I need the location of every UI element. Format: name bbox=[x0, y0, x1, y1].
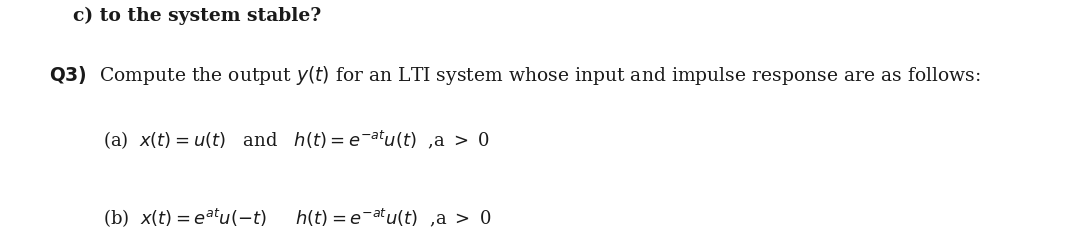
Text: $\bf{Q3)}$: $\bf{Q3)}$ bbox=[49, 64, 86, 86]
Text: c) to the system stable?: c) to the system stable? bbox=[73, 7, 322, 25]
Text: Compute the output $y(t)$ for an LTI system whose input and impulse response are: Compute the output $y(t)$ for an LTI sys… bbox=[99, 64, 982, 87]
Text: (a)  $x(t) = u(t)$   and   $h(t) = e^{-at}u(t)$  ,a $>$ 0: (a) $x(t) = u(t)$ and $h(t) = e^{-at}u(t… bbox=[103, 128, 489, 151]
Text: (b)  $x(t) = e^{at}u(-t)$     $h(t) = e^{-at}u(t)$  ,a $>$ 0: (b) $x(t) = e^{at}u(-t)$ $h(t) = e^{-at}… bbox=[103, 206, 491, 229]
